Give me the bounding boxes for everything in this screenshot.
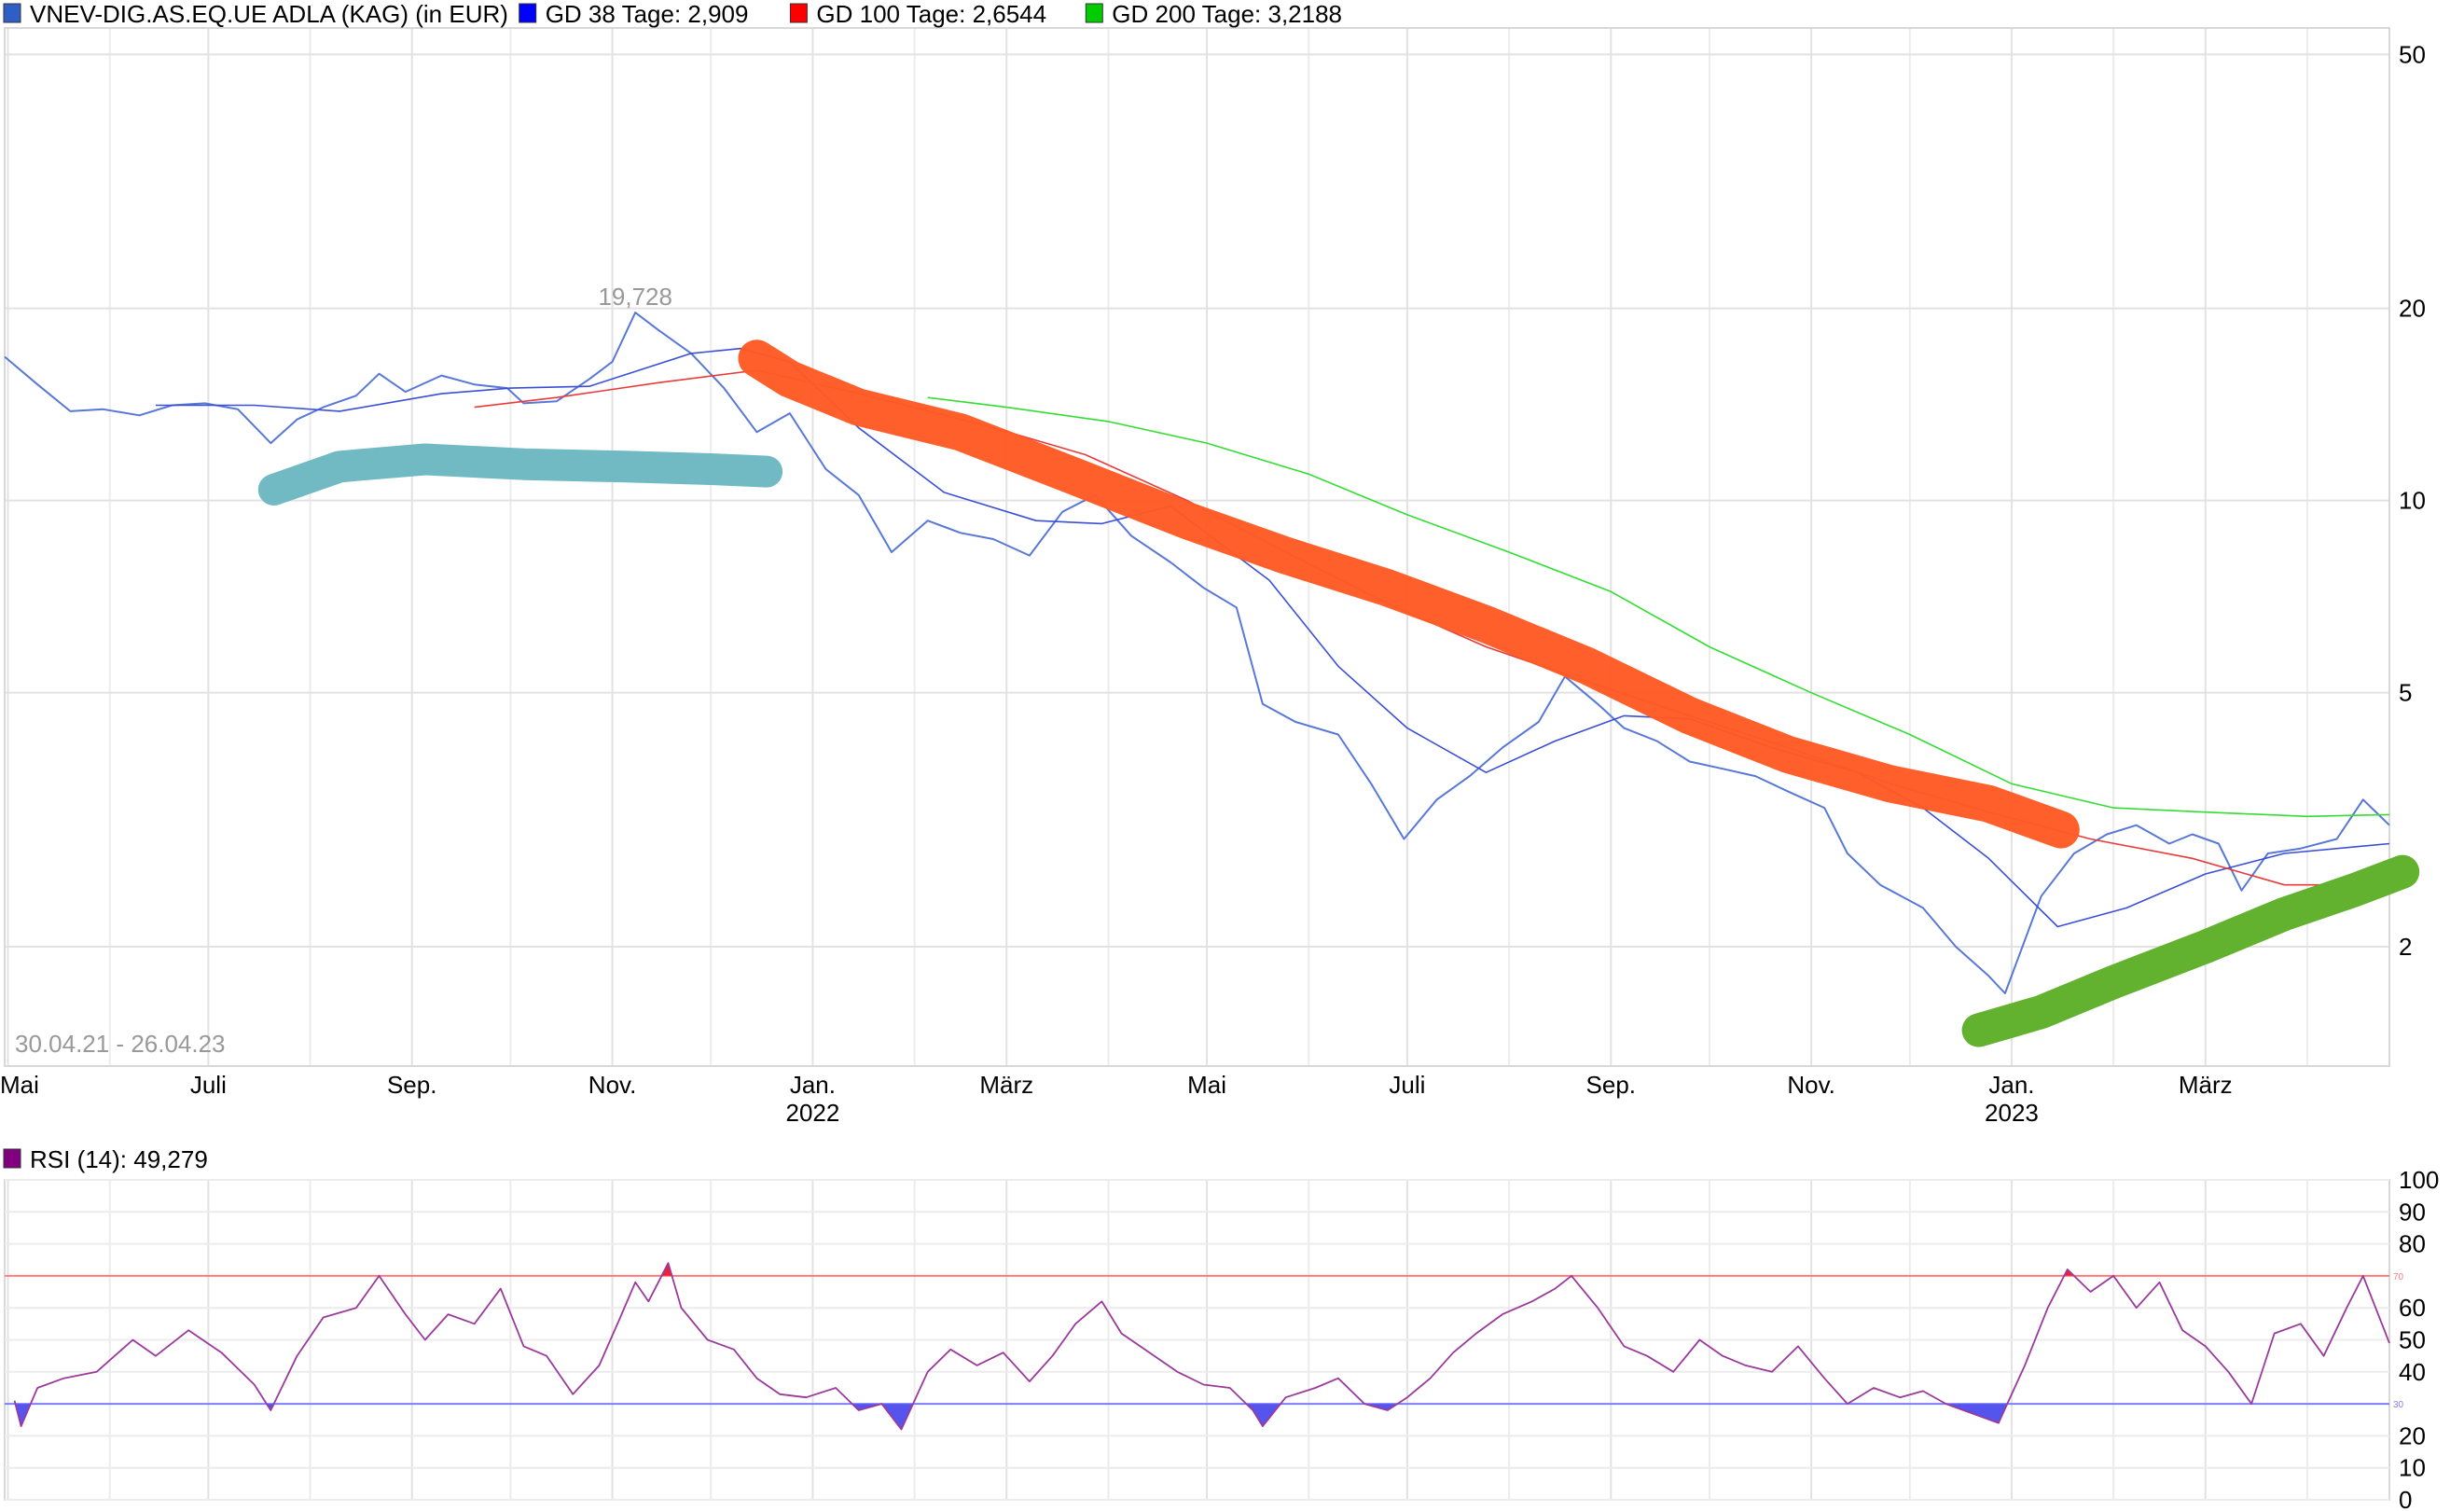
series-line-0 bbox=[4, 312, 2390, 994]
rsi-lower-level-label: 30 bbox=[2393, 1400, 2404, 1410]
x-tick-label: März bbox=[979, 1071, 1033, 1099]
x-tick-label: Mai bbox=[0, 1071, 39, 1099]
y-tick-label: 2 bbox=[2399, 933, 2412, 961]
price-grid bbox=[4, 27, 2390, 1067]
legend-label-3: GD 200 Tage: 3,2188 bbox=[1112, 0, 1342, 28]
green-stroke-overlay bbox=[1961, 854, 2420, 1047]
x-tick-label: Mai bbox=[1187, 1071, 1226, 1099]
rsi-series bbox=[13, 1262, 2390, 1431]
y-tick-label: 10 bbox=[2399, 487, 2426, 515]
legend-swatch-3 bbox=[1085, 3, 1103, 23]
rsi-y-tick-label: 100 bbox=[2399, 1166, 2439, 1194]
x-tick-year-label: 2023 bbox=[1985, 1099, 2039, 1127]
x-tick-year-label: 2022 bbox=[785, 1099, 839, 1127]
rsi-legend-swatch bbox=[3, 1148, 21, 1169]
legend-swatch-1 bbox=[519, 3, 537, 23]
date-range-label: 30.04.21 - 26.04.23 bbox=[15, 1030, 226, 1058]
series-line-1 bbox=[156, 347, 2390, 928]
legend-label-1: GD 38 Tage: 2,909 bbox=[546, 0, 749, 28]
x-tick-label: Nov. bbox=[588, 1071, 637, 1099]
hand-drawn-annotations bbox=[257, 340, 2420, 1047]
x-tick-label: März bbox=[2179, 1071, 2233, 1099]
price-plot-frame bbox=[4, 27, 2390, 1067]
y-tick-label: 5 bbox=[2399, 679, 2412, 707]
rsi-y-tick-label: 50 bbox=[2399, 1326, 2426, 1354]
rsi-y-tick-label: 60 bbox=[2399, 1294, 2426, 1322]
rsi-y-tick-label: 40 bbox=[2399, 1358, 2426, 1386]
rsi-legend-label: RSI (14): 49,279 bbox=[30, 1145, 208, 1173]
rsi-upper-level-label: 70 bbox=[2393, 1272, 2404, 1282]
legend-label-0: VNEV-DIG.AS.EQ.UE ADLA (KAG) (in EUR) bbox=[30, 0, 508, 28]
rsi-y-tick-label: 20 bbox=[2399, 1421, 2426, 1449]
x-tick-label: Sep. bbox=[387, 1071, 437, 1099]
series-line-2 bbox=[474, 369, 2390, 886]
x-tick-label: Juli bbox=[1389, 1071, 1425, 1099]
high-value-label: 19,728 bbox=[598, 283, 672, 311]
series-line-3 bbox=[927, 396, 2390, 818]
legend-swatch-2 bbox=[789, 3, 808, 23]
teal-stroke bbox=[257, 443, 783, 506]
x-tick-label: Nov. bbox=[1787, 1071, 1835, 1099]
rsi-grid bbox=[4, 1179, 2390, 1501]
price-series bbox=[4, 312, 2390, 994]
x-tick-label: Juli bbox=[190, 1071, 227, 1099]
orange-stroke bbox=[738, 340, 2080, 849]
rsi-y-tick-label: 80 bbox=[2399, 1230, 2426, 1258]
legend-label-2: GD 100 Tage: 2,6544 bbox=[816, 0, 1046, 28]
rsi-y-tick-label: 90 bbox=[2399, 1198, 2426, 1226]
legend-swatch-0 bbox=[3, 3, 21, 23]
x-tick-label: Jan. bbox=[790, 1071, 836, 1099]
rsi-y-tick-label: 0 bbox=[2399, 1486, 2412, 1511]
rsi-line bbox=[13, 1262, 2390, 1431]
x-tick-label: Jan. bbox=[1988, 1071, 2034, 1099]
y-tick-label: 20 bbox=[2399, 295, 2426, 323]
rsi-y-tick-label: 10 bbox=[2399, 1454, 2426, 1482]
x-tick-label: Sep. bbox=[1586, 1071, 1637, 1099]
y-tick-label: 50 bbox=[2399, 40, 2426, 68]
